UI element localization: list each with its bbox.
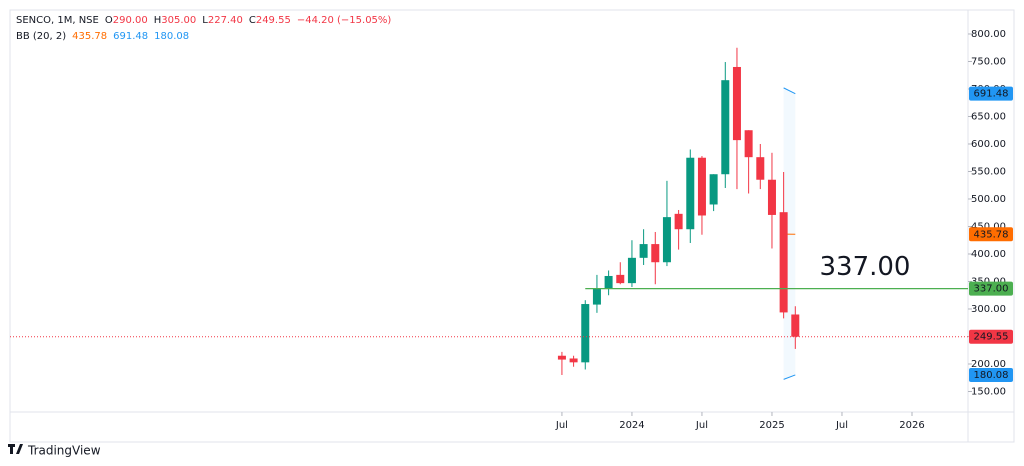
ohlc-key: H — [154, 15, 162, 26]
candle-body — [627, 257, 636, 284]
y-tick-label: 450.00 — [971, 221, 1006, 232]
change: −44.20 (−15.05%) — [297, 15, 392, 26]
candle-body — [767, 179, 776, 215]
candle-body — [604, 275, 613, 289]
candle-body — [616, 274, 625, 284]
candle-body — [721, 80, 730, 175]
candle-body — [639, 244, 648, 258]
bb-name: BB (20, 2) — [16, 31, 66, 42]
price-badge-label: 249.55 — [974, 332, 1009, 343]
branding: TradingView — [27, 444, 101, 458]
price-badge — [969, 367, 1013, 382]
horizontal-line-label: 337.00 — [820, 252, 911, 282]
ohlc-key: O — [105, 15, 113, 26]
candle-body — [709, 174, 718, 205]
candle-body — [651, 244, 660, 263]
ohlc-key: L — [202, 15, 208, 26]
ohlc-value: 249.55 — [256, 15, 291, 26]
logo-icon — [8, 444, 23, 454]
frame — [9, 9, 1015, 443]
bb-upper — [783, 87, 796, 95]
x-tick-label: Jul — [695, 420, 708, 431]
legend-ohlc: SENCO, 1M, NSE O290.00 H305.00 L227.40 C249.… — [16, 15, 391, 26]
price-badge — [969, 329, 1013, 344]
price-badge-label: 337.00 — [974, 284, 1009, 295]
candle-body — [569, 358, 578, 363]
y-tick-label: 300.00 — [971, 304, 1006, 315]
y-tick-label: 200.00 — [971, 359, 1006, 370]
candle-body — [662, 217, 671, 263]
x-tick-label: 2024 — [619, 420, 644, 431]
y-tick-label: 650.00 — [971, 111, 1006, 122]
candle-body — [697, 157, 706, 216]
price-badge-label: 180.08 — [974, 370, 1009, 381]
ohlc-value: 227.40 — [208, 15, 243, 26]
x-tick-label: 2026 — [899, 420, 924, 431]
candle-body — [686, 157, 695, 230]
y-tick-label: 600.00 — [971, 139, 1006, 150]
ohlc-value: 290.00 — [113, 15, 148, 26]
ohlc-key: C — [249, 15, 256, 26]
bb-lower — [783, 374, 796, 380]
candle-body — [744, 130, 753, 158]
y-tick-label: 550.00 — [971, 166, 1006, 177]
candle-body — [779, 212, 788, 313]
candle-body — [756, 157, 765, 180]
ohlc-value: 305.00 — [161, 15, 196, 26]
candle-body — [581, 304, 590, 363]
y-tick-label: 800.00 — [971, 29, 1006, 40]
bb-value: 691.48 — [113, 31, 148, 42]
candle-body — [674, 213, 683, 230]
x-tick-label: 2025 — [759, 420, 784, 431]
bb-value: 180.08 — [154, 31, 189, 42]
logo: TradingView — [8, 444, 101, 458]
bb-value: 435.78 — [72, 31, 107, 42]
y-tick-label: 750.00 — [971, 56, 1006, 67]
price-badge-label: 691.48 — [974, 89, 1009, 100]
price-badge-label: 435.78 — [974, 229, 1009, 240]
x-tick-label: Jul — [555, 420, 568, 431]
y-tick-label: 400.00 — [971, 249, 1006, 260]
candle-body — [592, 288, 601, 305]
symbol: SENCO, 1M, NSE — [16, 15, 99, 26]
candle-body — [557, 355, 566, 360]
y-tick-label: 500.00 — [971, 194, 1006, 205]
candle-body — [732, 66, 741, 141]
price-badge — [969, 227, 1013, 242]
x-tick-label: Jul — [835, 420, 848, 431]
price-badge — [969, 281, 1013, 296]
legend-bb: BB (20, 2) 435.78 691.48 180.08 — [16, 31, 189, 42]
candle-body — [791, 314, 800, 337]
price-badge — [969, 86, 1013, 101]
y-tick-label: 150.00 — [971, 386, 1006, 397]
